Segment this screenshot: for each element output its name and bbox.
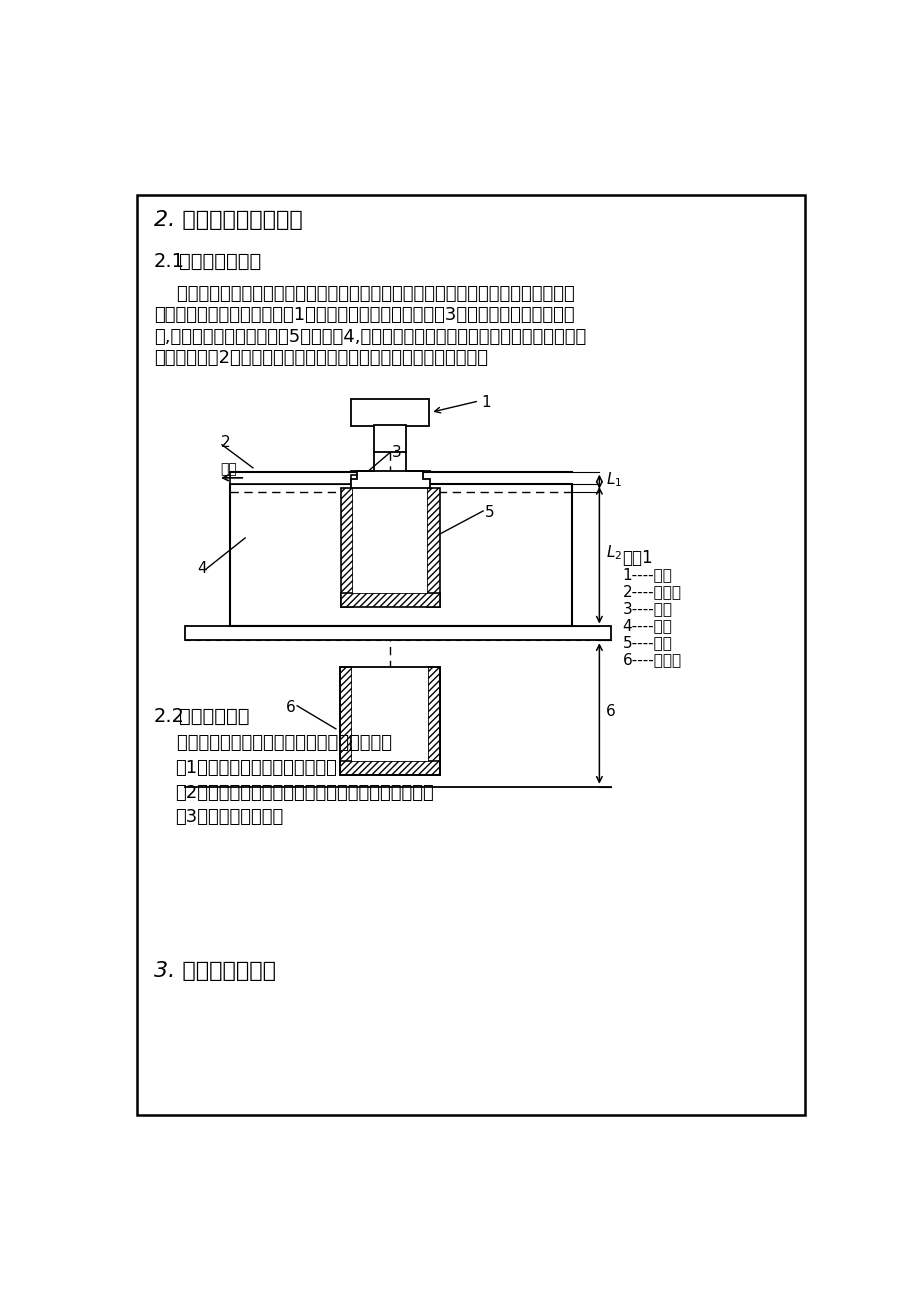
Polygon shape: [350, 471, 429, 488]
Text: （2）下模固定、上模冲压拉延成形将成品推出模腔。: （2）下模固定、上模冲压拉延成形将成品推出模腔。: [176, 784, 434, 802]
Text: 6: 6: [605, 703, 615, 719]
Bar: [339, 762, 440, 775]
Text: 形。如图所示，加工时，上模1现已逐渐加快的速度接近坯料3，然后以匀速进行拉延成: 形。如图所示，加工时，上模1现已逐渐加快的速度接近坯料3，然后以匀速进行拉延成: [153, 306, 573, 324]
Text: （3）将成品顶出上模: （3）将成品顶出上模: [176, 809, 283, 827]
Text: 4: 4: [197, 562, 207, 576]
Text: 5: 5: [484, 504, 494, 520]
Bar: [185, 627, 610, 641]
Text: 形,随后上模继续下行将成品5推出模腔4,最后快速返回。上模退出固定不动的下模后送料: 形,随后上模继续下行将成品5推出模腔4,最后快速返回。上模退出固定不动的下模后送…: [153, 328, 585, 346]
Text: 5----工件: 5----工件: [622, 634, 672, 650]
Text: 精压机需要完成的工艺动作有以下三个动作：: 精压机需要完成的工艺动作有以下三个动作：: [153, 734, 391, 753]
Text: 工艺动作分解: 工艺动作分解: [178, 707, 249, 725]
Text: 精压机工作原理: 精压机工作原理: [178, 252, 260, 272]
Text: 2. 精压机机构功能分析: 2. 精压机机构功能分析: [153, 209, 302, 230]
Text: 附图1: 附图1: [622, 549, 652, 567]
Text: 机构的推料杆2从侧面将新坯料送至待加工位置，完成一个工作循环。: 机构的推料杆2从侧面将新坯料送至待加工位置，完成一个工作循环。: [153, 350, 487, 368]
Text: $L_1$: $L_1$: [605, 471, 621, 489]
Text: 4----下模: 4----下模: [622, 618, 672, 633]
Text: 2.2: 2.2: [153, 707, 185, 725]
Text: 2----推料杆: 2----推料杆: [622, 584, 681, 599]
Text: 2: 2: [221, 434, 230, 450]
Text: 3----坯料: 3----坯料: [622, 601, 672, 616]
Text: 3: 3: [391, 445, 401, 460]
Text: 3. 机构方案的设计: 3. 机构方案的设计: [153, 961, 276, 980]
Text: 6----落料机: 6----落料机: [622, 651, 681, 667]
Bar: [339, 667, 352, 775]
Bar: [427, 667, 440, 775]
Text: 精压机是用于薄壁铝合金制件的精压深冲工艺机构，它将薄壁铝板一次冲压成为深筒: 精压机是用于薄壁铝合金制件的精压深冲工艺机构，它将薄壁铝板一次冲压成为深筒: [153, 285, 573, 303]
Text: 2.1: 2.1: [153, 252, 185, 272]
Bar: [426, 488, 439, 607]
Bar: [339, 667, 440, 775]
Text: 推料: 推料: [221, 463, 237, 477]
Text: 1----冲头: 1----冲头: [622, 567, 672, 582]
Bar: [373, 425, 406, 452]
Bar: [230, 472, 378, 484]
Polygon shape: [351, 474, 374, 484]
Text: （1）将新坯料送至待加工位置。: （1）将新坯料送至待加工位置。: [176, 759, 337, 777]
Text: $L_2$: $L_2$: [605, 543, 621, 563]
Bar: [352, 667, 427, 762]
Bar: [230, 484, 572, 627]
Bar: [340, 488, 353, 607]
Text: 1: 1: [481, 395, 491, 411]
Bar: [353, 488, 426, 593]
Text: 6: 6: [285, 699, 295, 715]
Bar: [351, 399, 428, 425]
Bar: [340, 593, 439, 607]
